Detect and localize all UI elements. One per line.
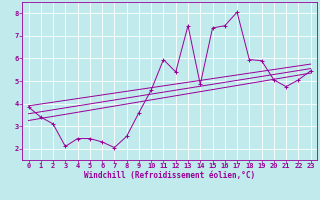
- X-axis label: Windchill (Refroidissement éolien,°C): Windchill (Refroidissement éolien,°C): [84, 171, 255, 180]
